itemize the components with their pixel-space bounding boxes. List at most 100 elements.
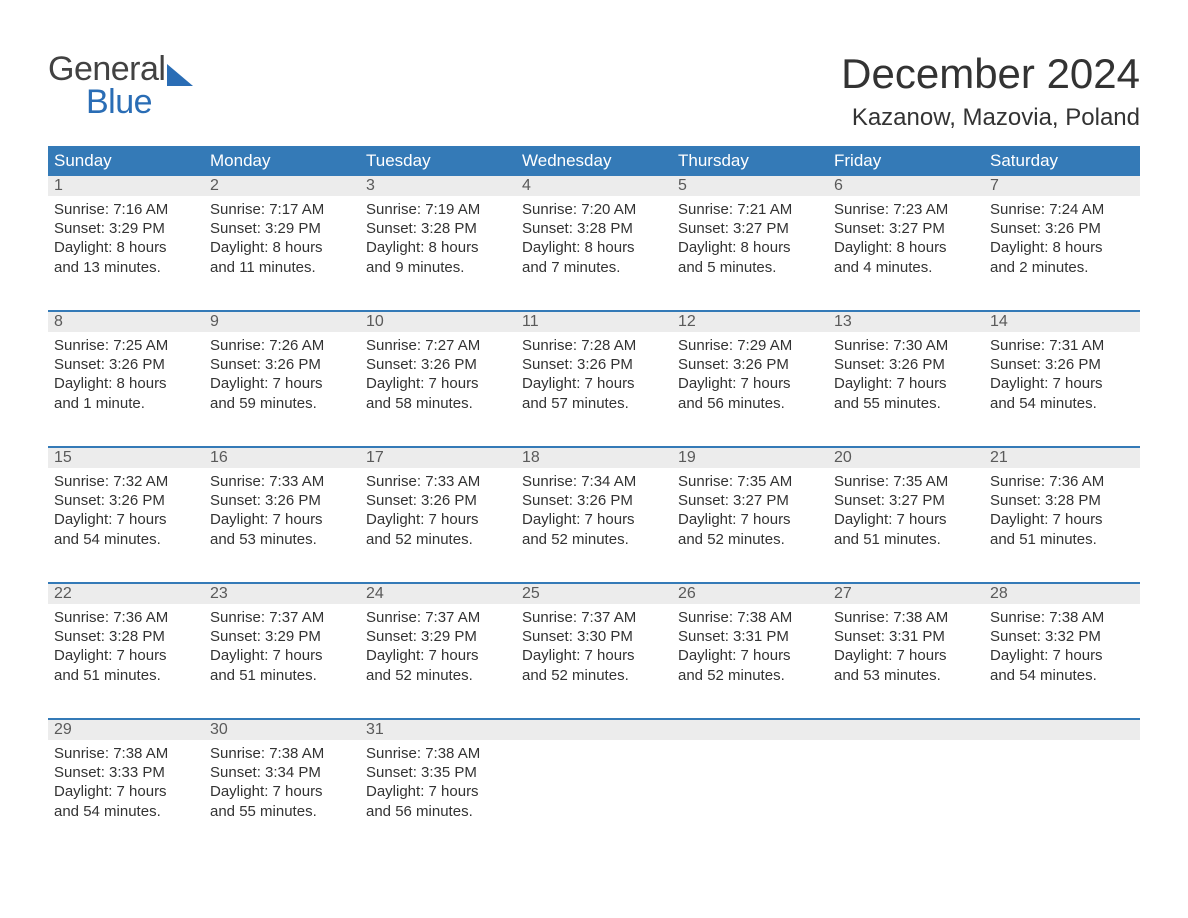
daylight-text: and 55 minutes. (834, 394, 978, 413)
calendar-day: 2Sunrise: 7:17 AMSunset: 3:29 PMDaylight… (204, 176, 360, 296)
day-number-row: . (828, 720, 984, 740)
calendar-day: . (672, 720, 828, 840)
calendar-week: 1Sunrise: 7:16 AMSunset: 3:29 PMDaylight… (48, 176, 1140, 296)
day-content: Sunrise: 7:20 AMSunset: 3:28 PMDaylight:… (516, 196, 672, 283)
sunrise-text: Sunrise: 7:25 AM (54, 336, 198, 355)
daylight-text: and 51 minutes. (210, 666, 354, 685)
day-number: 15 (54, 449, 72, 466)
calendar-day: 27Sunrise: 7:38 AMSunset: 3:31 PMDayligh… (828, 584, 984, 704)
daylight-text: and 52 minutes. (678, 530, 822, 549)
calendar-day: 8Sunrise: 7:25 AMSunset: 3:26 PMDaylight… (48, 312, 204, 432)
daylight-text: and 53 minutes. (834, 666, 978, 685)
day-number: 23 (210, 585, 228, 602)
day-number-row: 24 (360, 584, 516, 604)
day-content: Sunrise: 7:38 AMSunset: 3:35 PMDaylight:… (360, 740, 516, 827)
day-content: Sunrise: 7:33 AMSunset: 3:26 PMDaylight:… (204, 468, 360, 555)
calendar-day: 11 Sunrise: 7:28 AMSunset: 3:26 PMDayligh… (516, 312, 672, 432)
day-number: 25 (522, 585, 540, 602)
daylight-text: and 52 minutes. (366, 530, 510, 549)
sunset-text: Sunset: 3:28 PM (522, 219, 666, 238)
calendar-day: 5Sunrise: 7:21 AMSunset: 3:27 PMDaylight… (672, 176, 828, 296)
daylight-text: Daylight: 7 hours (834, 510, 978, 529)
sunrise-text: Sunrise: 7:16 AM (54, 200, 198, 219)
calendar-day: 13Sunrise: 7:30 AMSunset: 3:26 PMDayligh… (828, 312, 984, 432)
sunrise-text: Sunrise: 7:19 AM (366, 200, 510, 219)
calendar-day: 14Sunrise: 7:31 AMSunset: 3:26 PMDayligh… (984, 312, 1140, 432)
day-number: 21 (990, 449, 1008, 466)
sunset-text: Sunset: 3:26 PM (522, 355, 666, 374)
day-number-row: 5 (672, 176, 828, 196)
sunrise-text: Sunrise: 7:32 AM (54, 472, 198, 491)
daylight-text: and 7 minutes. (522, 258, 666, 277)
sunrise-text: Sunrise: 7:23 AM (834, 200, 978, 219)
daylight-text: and 54 minutes. (54, 530, 198, 549)
calendar-day: . (984, 720, 1140, 840)
day-number: 29 (54, 721, 72, 738)
daylight-text: Daylight: 7 hours (522, 646, 666, 665)
calendar-day: . (828, 720, 984, 840)
sunset-text: Sunset: 3:29 PM (210, 627, 354, 646)
header: General Blue December 2024 Kazanow, Mazo… (48, 50, 1140, 132)
day-number: 31 (366, 721, 384, 738)
calendar-week: 8Sunrise: 7:25 AMSunset: 3:26 PMDaylight… (48, 310, 1140, 432)
day-number-row: 20 (828, 448, 984, 468)
day-number: 11 (522, 313, 539, 330)
daylight-text: Daylight: 8 hours (834, 238, 978, 257)
daylight-text: Daylight: 7 hours (210, 646, 354, 665)
calendar-day: 10Sunrise: 7:27 AMSunset: 3:26 PMDayligh… (360, 312, 516, 432)
day-content: Sunrise: 7:19 AMSunset: 3:28 PMDaylight:… (360, 196, 516, 283)
day-content: Sunrise: 7:28 AMSunset: 3:26 PMDaylight:… (516, 332, 672, 419)
calendar-day: 23Sunrise: 7:37 AMSunset: 3:29 PMDayligh… (204, 584, 360, 704)
day-number: 7 (990, 177, 999, 194)
sunset-text: Sunset: 3:30 PM (522, 627, 666, 646)
day-content: Sunrise: 7:24 AMSunset: 3:26 PMDaylight:… (984, 196, 1140, 283)
calendar-day: 3 Sunrise: 7:19 AMSunset: 3:28 PMDaylight… (360, 176, 516, 296)
sunrise-text: Sunrise: 7:38 AM (678, 608, 822, 627)
day-number-row: 14 (984, 312, 1140, 332)
calendar-day: 30Sunrise: 7:38 AMSunset: 3:34 PMDayligh… (204, 720, 360, 840)
daylight-text: Daylight: 7 hours (678, 510, 822, 529)
sunrise-text: Sunrise: 7:38 AM (210, 744, 354, 763)
sunset-text: Sunset: 3:26 PM (834, 355, 978, 374)
sunrise-text: Sunrise: 7:37 AM (366, 608, 510, 627)
daylight-text: Daylight: 7 hours (522, 374, 666, 393)
sunset-text: Sunset: 3:29 PM (54, 219, 198, 238)
calendar-day: 26Sunrise: 7:38 AMSunset: 3:31 PMDayligh… (672, 584, 828, 704)
daylight-text: Daylight: 7 hours (678, 374, 822, 393)
day-number-row: . (516, 720, 672, 740)
sunset-text: Sunset: 3:28 PM (366, 219, 510, 238)
daylight-text: and 1 minute. (54, 394, 198, 413)
calendar-week: 15 Sunrise: 7:32 AMSunset: 3:26 PMDayligh… (48, 446, 1140, 568)
calendar-day: 20Sunrise: 7:35 AMSunset: 3:27 PMDayligh… (828, 448, 984, 568)
day-number: 13 (834, 313, 852, 330)
day-content: Sunrise: 7:38 AMSunset: 3:32 PMDaylight:… (984, 604, 1140, 691)
day-number: 3 (366, 177, 375, 194)
day-number: 14 (990, 313, 1008, 330)
calendar-day: 15 Sunrise: 7:32 AMSunset: 3:26 PMDayligh… (48, 448, 204, 568)
day-number: 10 (366, 313, 384, 330)
sunrise-text: Sunrise: 7:38 AM (54, 744, 198, 763)
day-number: 24 (366, 585, 384, 602)
daylight-text: and 56 minutes. (366, 802, 510, 821)
day-number: 4 (522, 177, 531, 194)
sunrise-text: Sunrise: 7:38 AM (366, 744, 510, 763)
day-number-row: . (672, 720, 828, 740)
sunrise-text: Sunrise: 7:29 AM (678, 336, 822, 355)
calendar-day: 25Sunrise: 7:37 AMSunset: 3:30 PMDayligh… (516, 584, 672, 704)
daylight-text: and 55 minutes. (210, 802, 354, 821)
day-number-row: 15 (48, 448, 204, 468)
sunrise-text: Sunrise: 7:38 AM (990, 608, 1134, 627)
day-content: Sunrise: 7:35 AMSunset: 3:27 PMDaylight:… (672, 468, 828, 555)
weekday-header: Sunday Monday Tuesday Wednesday Thursday… (48, 146, 1140, 176)
day-number-row: 4 (516, 176, 672, 196)
sunrise-text: Sunrise: 7:17 AM (210, 200, 354, 219)
day-content: Sunrise: 7:32 AMSunset: 3:26 PMDaylight:… (48, 468, 204, 555)
daylight-text: Daylight: 8 hours (54, 238, 198, 257)
brand-logo: General Blue (48, 50, 193, 122)
day-number: 16 (210, 449, 228, 466)
day-number: 20 (834, 449, 852, 466)
day-number-row: 23 (204, 584, 360, 604)
calendar-day: 29Sunrise: 7:38 AMSunset: 3:33 PMDayligh… (48, 720, 204, 840)
day-number: 30 (210, 721, 228, 738)
calendar-day: 21Sunrise: 7:36 AMSunset: 3:28 PMDayligh… (984, 448, 1140, 568)
